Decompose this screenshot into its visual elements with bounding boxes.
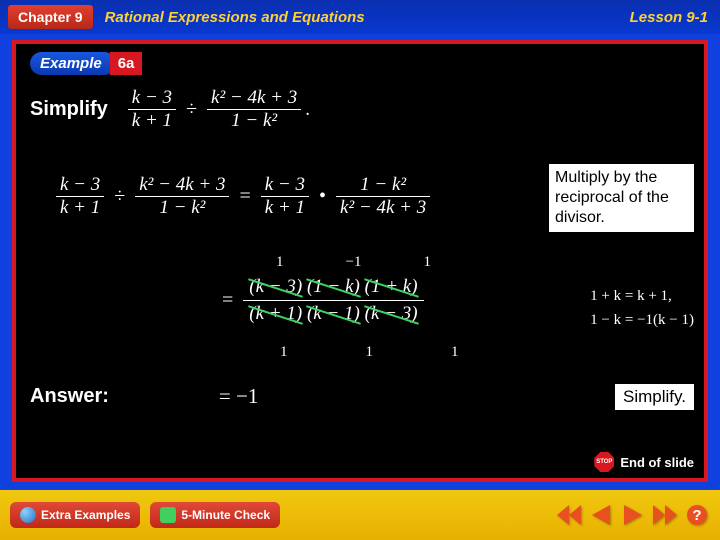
cancel-bot-labels: 1 1 1: [280, 344, 459, 361]
identity-notes: 1 + k = k + 1, 1 − k = −1(k − 1): [590, 284, 694, 332]
s1-f1-num: k − 3: [56, 174, 104, 197]
last-button[interactable]: [652, 502, 678, 528]
frac1-den: k + 1: [128, 110, 176, 132]
s2-num: (k − 3) (1 − k) (1 + k): [243, 274, 423, 301]
prev-button[interactable]: [588, 502, 614, 528]
five-minute-check-button[interactable]: 5-Minute Check: [150, 502, 280, 528]
problem-period: .: [305, 99, 310, 121]
example-pill: Example: [30, 52, 116, 75]
s1-f1-den: k + 1: [56, 197, 104, 219]
cancel-top-labels: 1 −1 1: [276, 254, 431, 271]
content-area: Example 6a Simplify k − 3 k + 1 ÷ k² − 4…: [12, 40, 708, 482]
chapter-badge: Chapter 9: [8, 5, 93, 29]
nav-arrows: ?: [556, 502, 710, 528]
cb-1: 1: [366, 344, 374, 361]
note-simplify: Simplify.: [615, 384, 694, 410]
problem-expression: k − 3 k + 1 ÷ k² − 4k + 3 1 − k² .: [124, 87, 310, 132]
timer-icon: [160, 507, 176, 523]
simplify-label: Simplify: [30, 98, 108, 121]
s1-f2-num: k² − 4k + 3: [135, 174, 229, 197]
five-min-label: 5-Minute Check: [181, 508, 270, 522]
end-of-slide: STOP End of slide: [594, 452, 694, 472]
step-2: = (k − 3) (1 − k) (1 + k) (k + 1) (k − 1…: [216, 274, 428, 327]
answer-label: Answer:: [30, 385, 109, 408]
identity-1: 1 + k = k + 1,: [590, 284, 694, 308]
op-divide: ÷: [186, 98, 197, 121]
next-button[interactable]: [620, 502, 646, 528]
topbar-title: Rational Expressions and Equations: [105, 9, 630, 26]
bottom-bar: Extra Examples 5-Minute Check ?: [0, 490, 720, 540]
frac1-num: k − 3: [128, 87, 176, 110]
s1-op1: ÷: [114, 185, 125, 208]
s1-f3-den: k + 1: [261, 197, 309, 219]
topbar-lesson: Lesson 9-1: [630, 9, 708, 26]
s2-da: (k + 1): [249, 303, 302, 324]
s1-f3-num: k − 3: [261, 174, 309, 197]
answer-value: = −1: [219, 384, 258, 409]
s2-nb: (1 − k): [307, 276, 360, 297]
first-button[interactable]: [556, 502, 582, 528]
step-1: k − 3 k + 1 ÷ k² − 4k + 3 1 − k² = k − 3…: [52, 174, 434, 219]
problem-statement: Simplify k − 3 k + 1 ÷ k² − 4k + 3 1 − k…: [30, 81, 690, 138]
ct-0: 1: [276, 254, 284, 271]
stop-icon: STOP: [594, 452, 614, 472]
end-slide-text: End of slide: [620, 455, 694, 470]
slide-frame: Chapter 9 Rational Expressions and Equat…: [0, 0, 720, 540]
s2-eq: =: [222, 289, 233, 312]
ct-2: 1: [423, 254, 431, 271]
frac2-den: 1 − k²: [207, 110, 301, 132]
help-button[interactable]: ?: [684, 502, 710, 528]
top-bar: Chapter 9 Rational Expressions and Equat…: [0, 0, 720, 34]
example-number: 6a: [110, 52, 143, 75]
ct-1: −1: [346, 254, 362, 271]
s1-f4-den: k² − 4k + 3: [336, 197, 430, 219]
s1-eq: =: [239, 185, 250, 208]
frac2-num: k² − 4k + 3: [207, 87, 301, 110]
identity-2: 1 − k = −1(k − 1): [590, 308, 694, 332]
extra-examples-label: Extra Examples: [41, 508, 130, 522]
extra-examples-button[interactable]: Extra Examples: [10, 502, 140, 528]
example-badge-row: Example 6a: [30, 52, 690, 75]
s2-nc: (1 + k): [365, 276, 418, 297]
s2-na: (k − 3): [249, 276, 302, 297]
s2-den: (k + 1) (k − 1) (k − 3): [243, 301, 423, 327]
cb-0: 1: [280, 344, 288, 361]
s1-op2: •: [319, 185, 326, 208]
s1-f2-den: 1 − k²: [135, 197, 229, 219]
s2-dc: (k − 3): [365, 303, 418, 324]
answer-row: Answer: = −1: [30, 384, 670, 409]
s2-db: (k − 1): [307, 303, 360, 324]
note-reciprocal: Multiply by the reciprocal of the diviso…: [549, 164, 694, 232]
cb-2: 1: [451, 344, 459, 361]
svg-text:?: ?: [692, 507, 701, 524]
globe-icon: [20, 507, 36, 523]
s1-f4-num: 1 − k²: [336, 174, 430, 197]
